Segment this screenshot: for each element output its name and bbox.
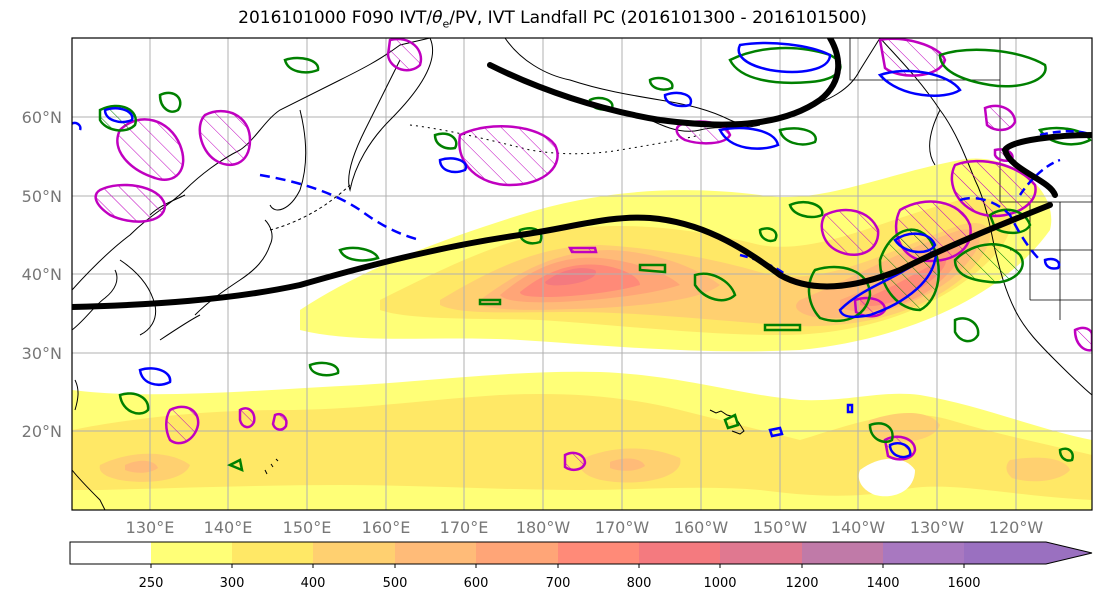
landfall-contours	[94, 38, 1092, 472]
lon-label-160w: 160°W	[674, 518, 729, 537]
colorbar-segment	[802, 542, 883, 564]
map-panel	[72, 38, 1092, 510]
colorbar: 250 300 400 500 600 700 800 1000 1200 14…	[69, 541, 1093, 591]
colorbar-tick-500: 500	[383, 576, 408, 591]
colorbar-tick-700: 700	[546, 576, 571, 591]
colorbar-segment	[476, 542, 558, 564]
colorbar-tick-1200: 1200	[785, 576, 818, 591]
lon-label-160e: 160°E	[362, 518, 411, 537]
colorbar-tick-1000: 1000	[703, 576, 736, 591]
colorbar-segment	[70, 542, 151, 564]
colorbar-segment	[558, 542, 639, 564]
lat-label-20: 20°N	[22, 422, 62, 441]
colorbar-segment	[720, 542, 802, 564]
lon-label-120w: 120°W	[989, 518, 1044, 537]
colorbar-tick-600: 600	[464, 576, 489, 591]
lon-label-180w: 180°W	[516, 518, 571, 537]
lon-label-150e: 150°E	[283, 518, 332, 537]
colorbar-extend-arrow	[1046, 542, 1092, 564]
lon-label-140w: 140°W	[831, 518, 886, 537]
map-frame	[71, 37, 1093, 511]
colorbar-segment	[395, 542, 476, 564]
colorbar-tick-250: 250	[139, 576, 164, 591]
lat-label-50: 50°N	[22, 187, 62, 206]
colorbar-segment	[151, 542, 232, 564]
lat-label-60: 60°N	[22, 108, 62, 127]
colorbar-segment	[639, 542, 720, 564]
colorbar-tick-1600: 1600	[947, 576, 980, 591]
lon-label-150w: 150°W	[753, 518, 808, 537]
lat-label-30: 30°N	[22, 344, 62, 363]
latitude-labels: 60°N 50°N 40°N 30°N 20°N	[22, 108, 62, 441]
colorbar-tick-300: 300	[220, 576, 245, 591]
colorbar-tick-1400: 1400	[866, 576, 899, 591]
pv-contours	[72, 41, 1092, 459]
colorbar-tick-800: 800	[627, 576, 652, 591]
ivt-landfall-line	[72, 38, 1092, 310]
colorbar-segment	[232, 542, 313, 564]
lon-label-170e: 170°E	[440, 518, 489, 537]
longitude-labels: 130°E 140°E 150°E 160°E 170°E 180°W 170°…	[126, 518, 1044, 537]
lon-label-140e: 140°E	[204, 518, 253, 537]
map-title: 2016101000 F090 IVT/θe/PV, IVT Landfall …	[238, 8, 867, 31]
colorbar-segment	[313, 542, 395, 564]
colorbar-segment	[964, 542, 1046, 564]
lon-label-130w: 130°W	[910, 518, 965, 537]
lat-label-40: 40°N	[22, 265, 62, 284]
theta-e-contours	[98, 46, 1092, 473]
lon-label-130e: 130°E	[126, 518, 175, 537]
lon-label-170w: 170°W	[595, 518, 650, 537]
colorbar-segment	[883, 542, 964, 564]
colorbar-tick-400: 400	[301, 576, 326, 591]
